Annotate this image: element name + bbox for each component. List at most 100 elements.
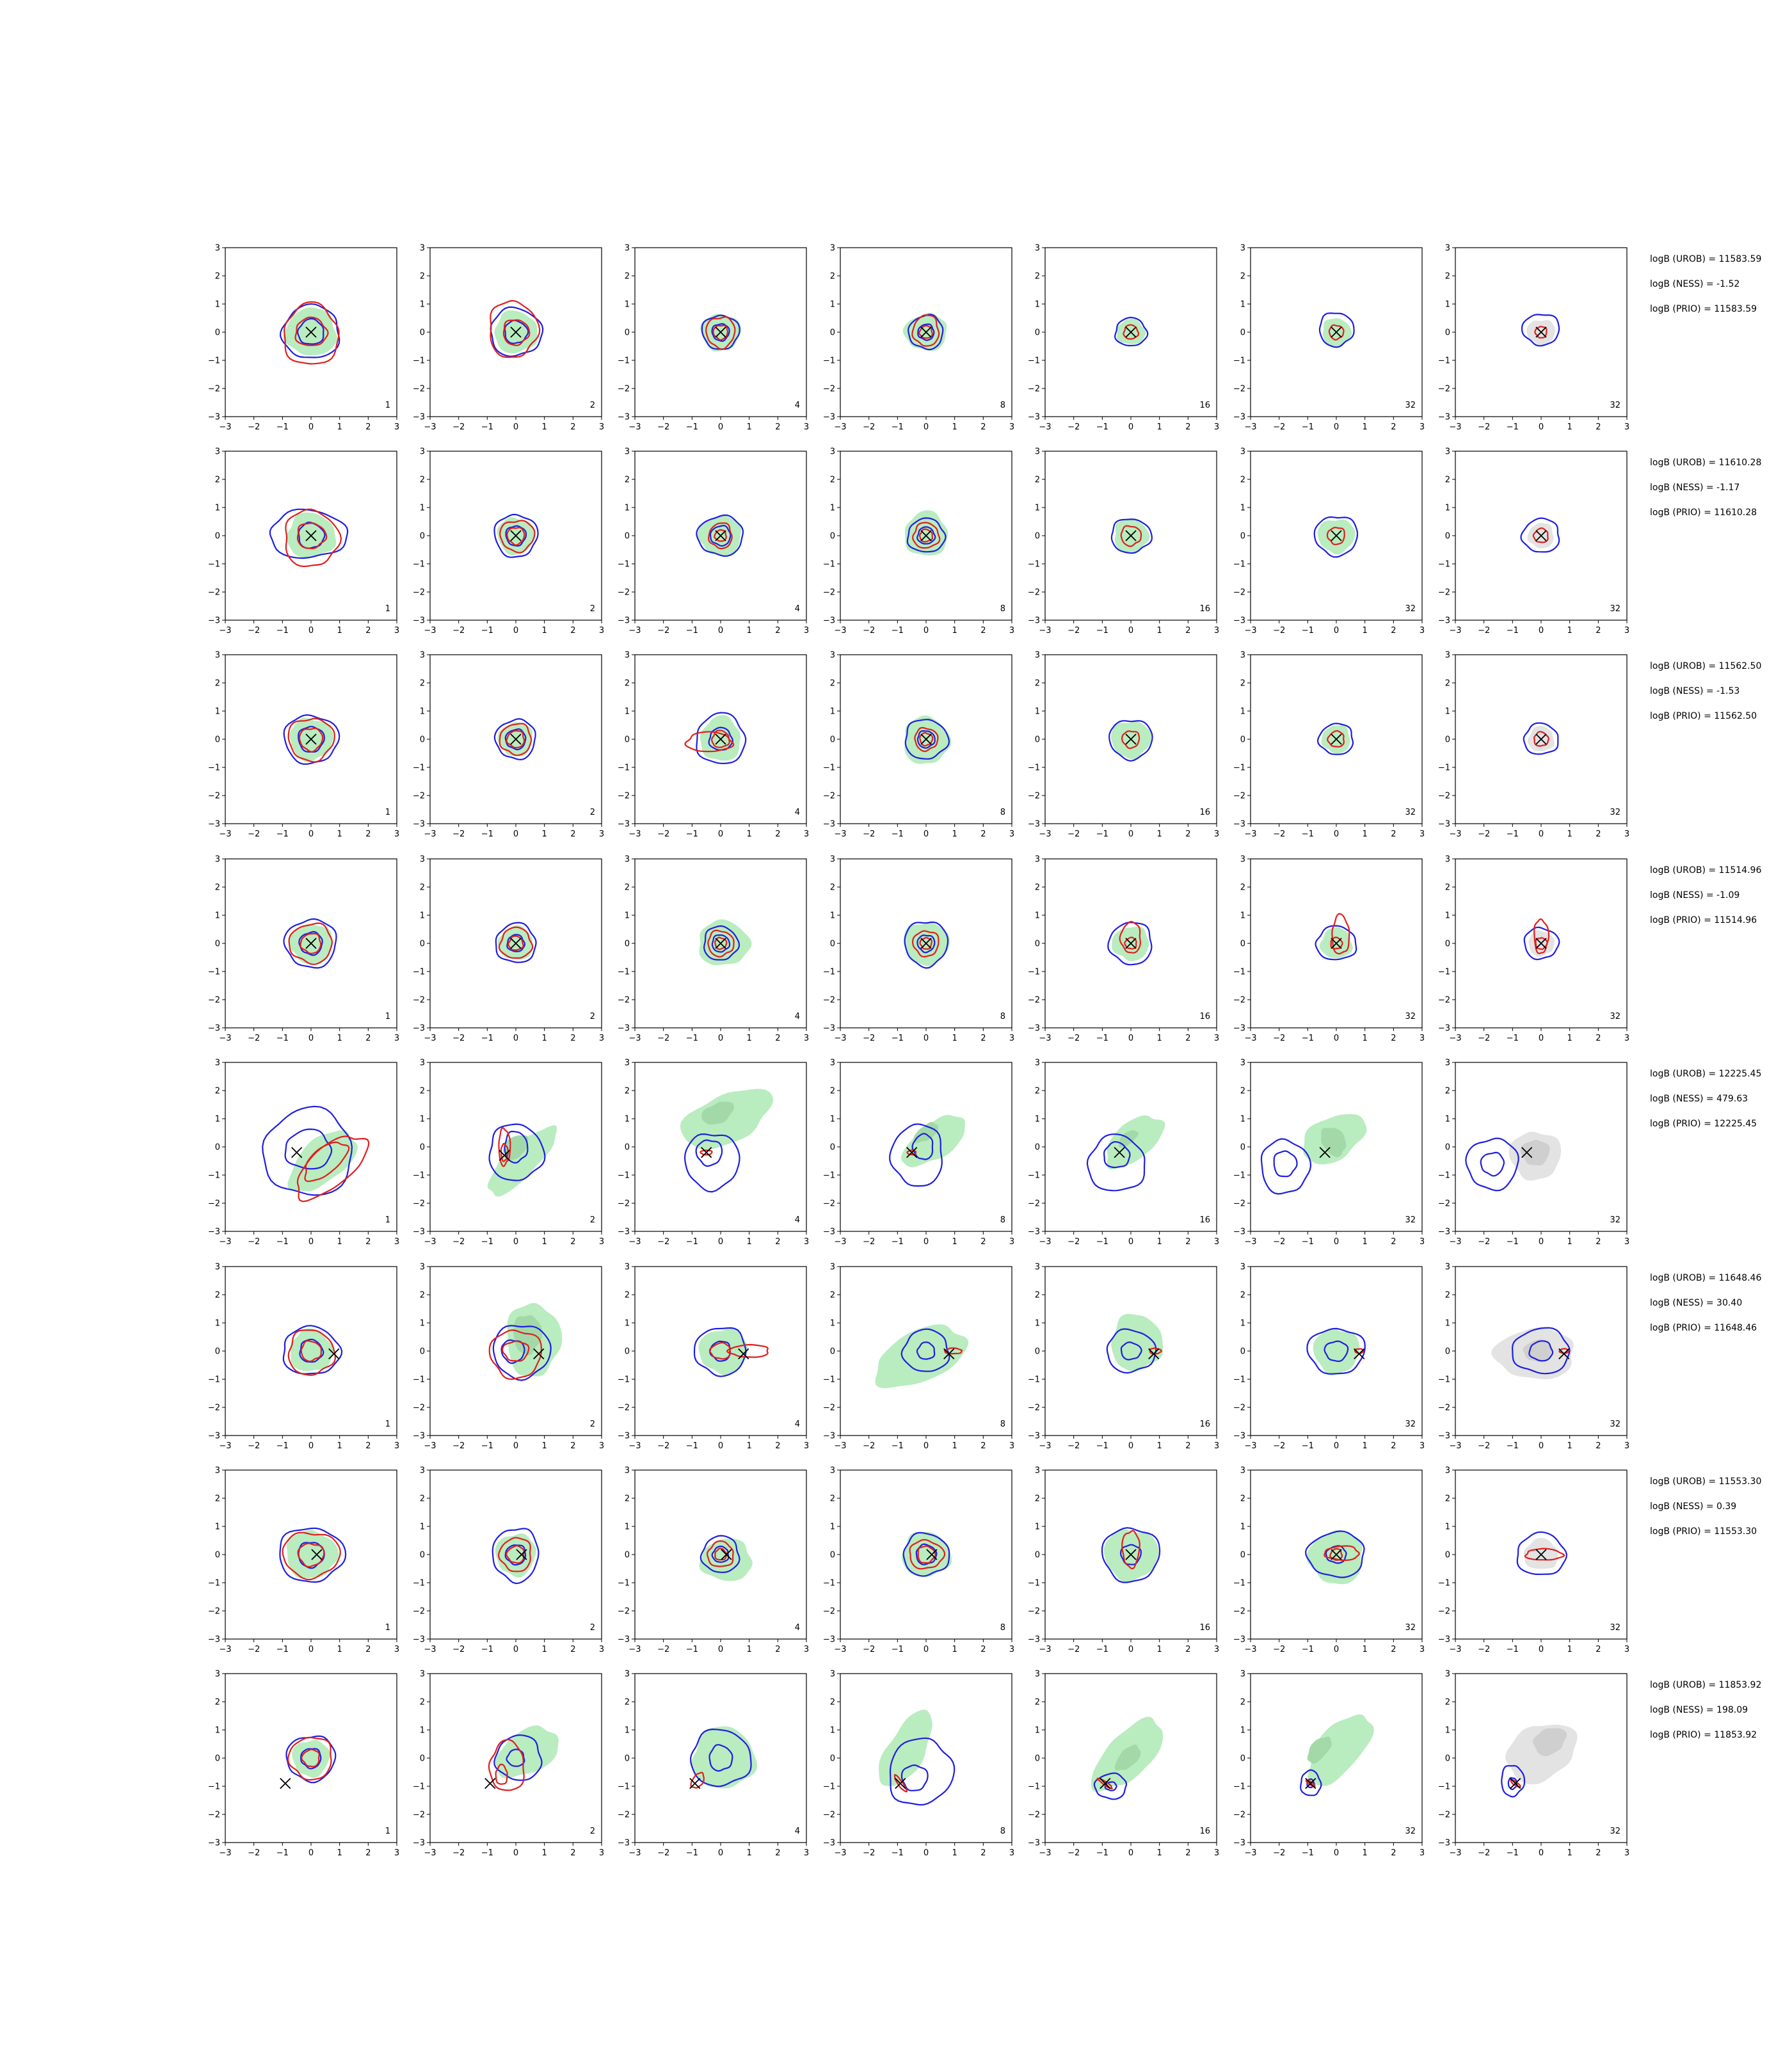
panel-r7-c2: −3 −2 −1 0 1 2 3 3 2 1 0 −1 −2 −3 2	[413, 1466, 604, 1655]
x-tick-label: 0	[924, 829, 929, 839]
x-tick-label: −2	[248, 1237, 260, 1247]
x-tick-label: 1	[1567, 1848, 1572, 1858]
green-density-region	[286, 1530, 339, 1579]
y-tick-label: 3	[1035, 1263, 1040, 1272]
y-tick-label: 1	[1240, 1523, 1245, 1532]
y-tick-label: 1	[1240, 1726, 1245, 1736]
true-value-marker	[1125, 326, 1137, 338]
x-tick-label: 1	[747, 626, 752, 636]
panel-r5-c5: −3 −2 −1 0 1 2 3 3 2 1 0 −1 −2 −3 16	[1028, 1059, 1219, 1247]
red-contour	[1123, 324, 1140, 340]
y-tick-label: −2	[1028, 1199, 1040, 1209]
panel-plot-area	[904, 715, 952, 764]
y-tick-label: −2	[618, 996, 630, 1005]
x-tick-label: 2	[775, 1645, 780, 1654]
x-tick-label: 1	[1157, 1034, 1162, 1043]
y-tick-label: −3	[618, 413, 630, 422]
y-tick-label: 2	[1240, 883, 1245, 893]
panel-label: 8	[1000, 1623, 1005, 1633]
grey-density-region	[1523, 1538, 1558, 1569]
x-tick-label: −2	[657, 1237, 669, 1247]
y-tick-label: 1	[420, 1523, 425, 1532]
red-contour	[1533, 730, 1549, 747]
blue-contour	[284, 1128, 333, 1170]
y-tick-label: 3	[1240, 1263, 1245, 1272]
red-contour	[1149, 1347, 1162, 1355]
red-contour	[1119, 920, 1141, 954]
y-tick-label: 3	[1035, 1059, 1040, 1068]
x-tick-label: 2	[570, 1237, 575, 1247]
x-tick-label: −3	[628, 422, 641, 432]
panel-label: 16	[1199, 401, 1210, 410]
x-tick-label: −1	[892, 829, 904, 839]
x-tick-label: −2	[248, 1034, 260, 1043]
panel-r1-c3: −3 −2 −1 0 1 2 3 3 2 1 0 −1 −2 −3 4	[618, 244, 809, 433]
x-tick-label: 3	[1009, 1441, 1014, 1451]
x-tick-label: 1	[1157, 1645, 1162, 1654]
panel-label: 1	[385, 1215, 390, 1225]
x-tick-label: −1	[892, 1237, 904, 1247]
x-tick-label: 3	[1624, 626, 1629, 636]
y-tick-label: −2	[618, 385, 630, 394]
x-tick-label: −3	[424, 1034, 436, 1043]
x-tick-label: 3	[804, 1645, 809, 1654]
true-value-marker	[715, 530, 726, 541]
y-tick-label: −1	[618, 1375, 630, 1385]
x-tick-label: 2	[1391, 1848, 1396, 1858]
green-density-region	[904, 510, 948, 556]
x-tick-label: −1	[276, 1848, 289, 1858]
y-tick-label: 2	[830, 1698, 835, 1708]
panel-r7-c1: −3 −2 −1 0 1 2 3 3 2 1 0 −1 −2 −3 1	[208, 1466, 399, 1655]
x-tick-label: −2	[1478, 829, 1490, 839]
red-contour	[498, 1126, 511, 1167]
blue-contour	[296, 317, 324, 345]
y-tick-label: −2	[1438, 792, 1450, 801]
x-tick-label: 3	[1214, 829, 1219, 839]
panel-r8-c1: −3 −2 −1 0 1 2 3 3 2 1 0 −1 −2 −3 1	[208, 1670, 399, 1859]
red-contour	[711, 730, 730, 748]
panel-r2-c3: −3 −2 −1 0 1 2 3 3 2 1 0 −1 −2 −3 4	[618, 447, 809, 636]
x-tick-label: −2	[863, 1441, 875, 1451]
true-value-marker	[1331, 938, 1342, 949]
panel-r3-c2: −3 −2 −1 0 1 2 3 3 2 1 0 −1 −2 −3 2	[413, 651, 604, 840]
y-tick-label: 1	[1445, 911, 1450, 921]
y-tick-label: −2	[1233, 1811, 1245, 1820]
red-contour	[495, 1763, 508, 1785]
x-tick-label: −2	[863, 1848, 875, 1858]
y-tick-label: 3	[1240, 855, 1245, 865]
y-tick-label: 2	[830, 1087, 835, 1096]
y-tick-label: −3	[1233, 1432, 1245, 1441]
y-tick-label: −1	[1028, 560, 1040, 570]
true-value-marker	[943, 1348, 955, 1360]
y-tick-label: 0	[1035, 1347, 1040, 1357]
blue-contour	[262, 1105, 353, 1196]
x-tick-label: −3	[628, 626, 641, 636]
true-value-marker	[920, 530, 932, 541]
row-stat-urob: logB (UROB) = 11562.50	[1650, 661, 1761, 671]
panel-label: 1	[385, 604, 390, 614]
y-tick-label: 0	[420, 328, 425, 338]
x-tick-label: 2	[980, 1034, 986, 1043]
true-value-marker	[510, 733, 522, 745]
x-tick-label: 0	[513, 422, 518, 432]
x-tick-label: 2	[980, 1848, 986, 1858]
panel-label: 4	[795, 1215, 800, 1225]
y-tick-label: 1	[215, 300, 220, 310]
panel-label: 32	[1405, 1012, 1416, 1021]
y-tick-label: 0	[1035, 940, 1040, 949]
row-stat-ness: logB (NESS) = 198.09	[1650, 1705, 1748, 1715]
y-tick-label: 2	[215, 272, 220, 282]
y-tick-label: 3	[1445, 244, 1450, 253]
y-tick-label: 0	[625, 1551, 630, 1560]
y-tick-label: 3	[215, 855, 220, 865]
x-tick-label: 1	[952, 829, 957, 839]
x-tick-label: −3	[834, 1645, 846, 1654]
y-tick-label: 0	[1240, 532, 1245, 541]
x-tick-label: 2	[365, 1848, 371, 1858]
panel-plot-area	[684, 712, 747, 765]
y-tick-label: −3	[413, 616, 425, 626]
panel-r1-c1: −3 −2 −1 0 1 2 3 3 2 1 0 −1 −2 −3 1	[208, 244, 399, 433]
x-tick-label: 3	[394, 1441, 399, 1451]
panel-plot-area	[492, 1528, 540, 1585]
x-tick-label: −1	[276, 829, 289, 839]
